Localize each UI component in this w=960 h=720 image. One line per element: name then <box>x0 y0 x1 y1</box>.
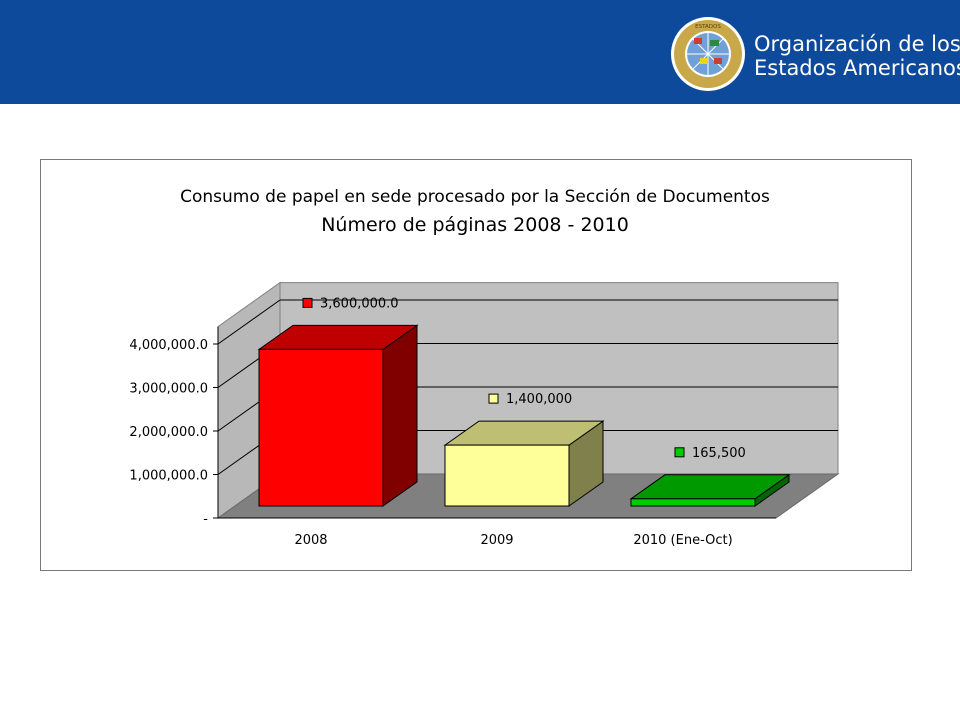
data-label-1: 1,400,000 <box>506 392 572 407</box>
chart-title: Consumo de papel en sede procesado por l… <box>180 187 770 207</box>
oas-seal-icon: ESTADOS <box>671 17 745 91</box>
data-label-1-key <box>488 393 499 404</box>
data-label-0: 3,600,000.0 <box>320 296 399 311</box>
org-name-line1: Organización de los <box>754 32 960 56</box>
y-tick-label: 4,000,000.0 <box>129 338 208 353</box>
bar-0-front <box>258 348 384 507</box>
chart-subtitle: Número de páginas 2008 - 2010 <box>321 214 629 236</box>
x-tick-label-1: 2009 <box>480 533 513 548</box>
data-label-2-key <box>674 447 685 458</box>
x-tick-label-0: 2008 <box>294 533 327 548</box>
bar-0-side <box>382 324 418 507</box>
header-bar: ESTADOS Organización de los Estados Amer… <box>0 0 960 104</box>
gridline-side <box>217 299 281 345</box>
x-tick-label-2: 2010 (Ene-Oct) <box>633 533 732 548</box>
data-label-2: 165,500 <box>692 446 746 461</box>
y-tick-label: 3,000,000.0 <box>129 382 208 397</box>
svg-text:ESTADOS: ESTADOS <box>695 24 721 30</box>
bar-2-front <box>630 498 756 507</box>
org-name-line2: Estados Americanos <box>754 56 960 80</box>
bar-1-front <box>444 444 570 507</box>
y-tick-label: - <box>203 512 208 527</box>
data-label-0-key <box>302 297 313 308</box>
y-tick-label: 2,000,000.0 <box>129 425 208 440</box>
org-name: Organización de los Estados Americanos <box>754 32 960 80</box>
y-tick-label: 1,000,000.0 <box>129 469 208 484</box>
chart-title-block: Consumo de papel en sede procesado por l… <box>40 186 910 240</box>
